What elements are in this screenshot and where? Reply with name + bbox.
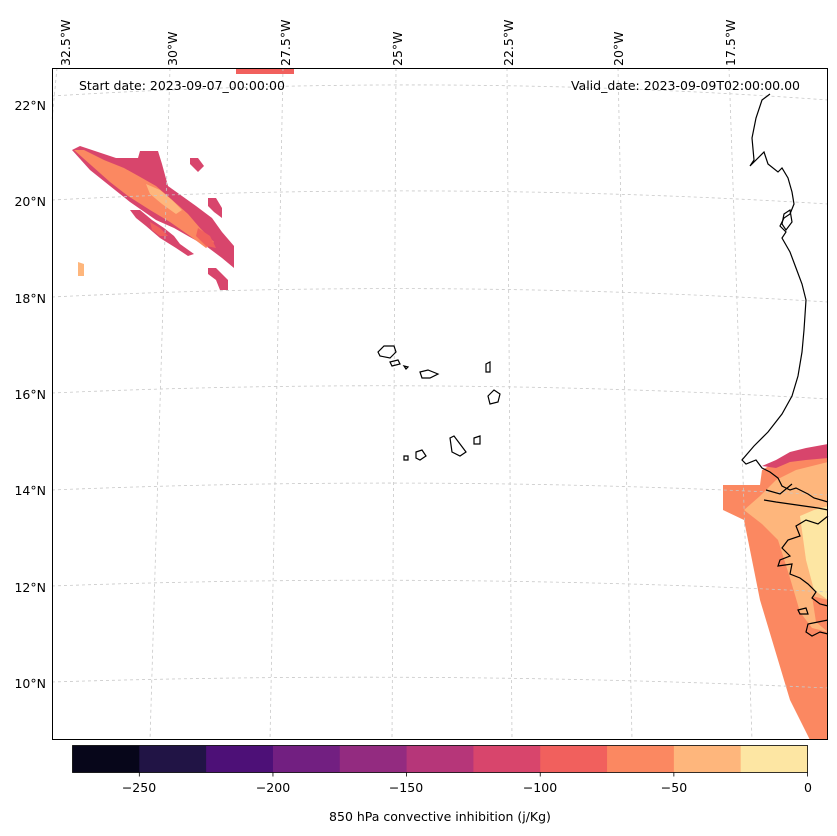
colorbar-swatch — [607, 745, 675, 773]
colorbar-label: 850 hPa convective inhibition (j/Kg) — [329, 809, 551, 824]
colorbar-swatch — [206, 745, 274, 773]
gridline-lon-22-5 — [506, 67, 513, 741]
gridline-lon-27-5 — [269, 67, 284, 741]
guinea-coast — [805, 619, 829, 637]
colorbar-swatch — [72, 745, 140, 773]
graticule — [51, 67, 829, 741]
lat-label-12n: 12°N — [14, 580, 46, 595]
lon-label-32-5w: 32.5°W — [58, 19, 73, 66]
lat-label-20n: 20°N — [14, 194, 46, 209]
cin-patch-d — [150, 222, 168, 236]
lat-label-22n: 22°N — [14, 98, 46, 113]
gridline-lon-30 — [149, 67, 171, 741]
cin-patch-nw-mid — [74, 150, 214, 248]
colorbar-tick-label: −100 — [522, 780, 558, 795]
gambia-river — [763, 499, 829, 511]
colorbar-tick-label: −150 — [388, 780, 424, 795]
lat-label-18n: 18°N — [14, 291, 46, 306]
cin-patch-se-inner — [800, 506, 828, 600]
map-frame — [52, 68, 828, 740]
colorbar-frame — [72, 745, 808, 773]
coastline — [377, 93, 829, 637]
senegal-inner-1 — [765, 483, 793, 495]
cin-patch-se-mid — [744, 462, 828, 632]
colorbar-swatch — [740, 745, 808, 773]
gridline-lon-17-5 — [728, 67, 753, 741]
cin-patch-b — [208, 198, 222, 218]
lat-label-10n: 10°N — [14, 676, 46, 691]
cin-patch-top — [236, 68, 294, 74]
island-santa-luzia — [402, 365, 410, 370]
start-date-label: Start date: 2023-09-07_00:00:00 — [79, 78, 285, 93]
colorbar-tick-label: −200 — [255, 780, 291, 795]
cin-patch-e — [208, 268, 228, 290]
cin-fill-layer — [72, 68, 828, 740]
lon-label-27-5w: 27.5°W — [278, 19, 293, 66]
gridline-lon-25 — [391, 67, 397, 741]
cin-patch-se-top — [762, 444, 828, 468]
lon-label-22-5w: 22.5°W — [501, 19, 516, 66]
colorbar-swatch — [339, 745, 408, 773]
cin-patch-nw-inner2 — [196, 228, 216, 248]
colorbar-swatch — [272, 745, 341, 773]
colorbar-tick-label: 0 — [804, 780, 812, 795]
gridline-lat-20 — [51, 190, 829, 205]
gridline-lat-14 — [51, 482, 829, 496]
gridline-lat-12 — [51, 579, 829, 593]
west-africa-coast-south — [777, 515, 829, 607]
island-sal — [485, 361, 491, 373]
island-maio — [473, 435, 481, 445]
lon-label-20w: 20°W — [611, 31, 626, 66]
island-brava — [403, 455, 409, 461]
lat-label-16n: 16°N — [14, 387, 46, 402]
gridline-lat-16 — [51, 385, 829, 400]
colorbar-swatch — [673, 745, 742, 773]
lon-label-25w: 25°W — [390, 31, 405, 66]
colorbar-swatch — [540, 745, 608, 773]
island-sao-vicente — [389, 359, 401, 367]
island-fogo — [415, 449, 427, 461]
west-africa-coast — [741, 93, 829, 503]
coast-islet-b — [781, 208, 793, 232]
colorbar-tick-label: −250 — [121, 780, 157, 795]
colorbar-tick-label: −50 — [660, 780, 688, 795]
cin-patch-nw-inner — [146, 184, 182, 214]
colorbar — [72, 745, 808, 773]
cin-patch-a — [190, 158, 204, 172]
colorbar-ticks — [138, 772, 808, 777]
gridline-lon-20 — [617, 67, 633, 741]
lon-label-30w: 30°W — [165, 31, 180, 66]
gridline-lat-18 — [51, 288, 829, 303]
island-santo-antao — [377, 345, 397, 359]
island-santiago — [449, 435, 467, 457]
lon-label-17-5w: 17.5°W — [723, 19, 738, 66]
colorbar-swatch — [473, 745, 541, 773]
gridline-lat-10 — [51, 676, 829, 689]
colorbar-swatch — [406, 745, 474, 773]
island-sao-nicolau — [419, 369, 440, 379]
cin-patch-f — [78, 262, 84, 276]
valid-date-label: Valid_date: 2023-09-09T02:00:00.00 — [570, 78, 800, 93]
colorbar-swatch — [139, 745, 207, 773]
island-boa-vista — [487, 389, 501, 405]
coast-islet-a — [797, 607, 809, 615]
lat-label-14n: 14°N — [14, 483, 46, 498]
